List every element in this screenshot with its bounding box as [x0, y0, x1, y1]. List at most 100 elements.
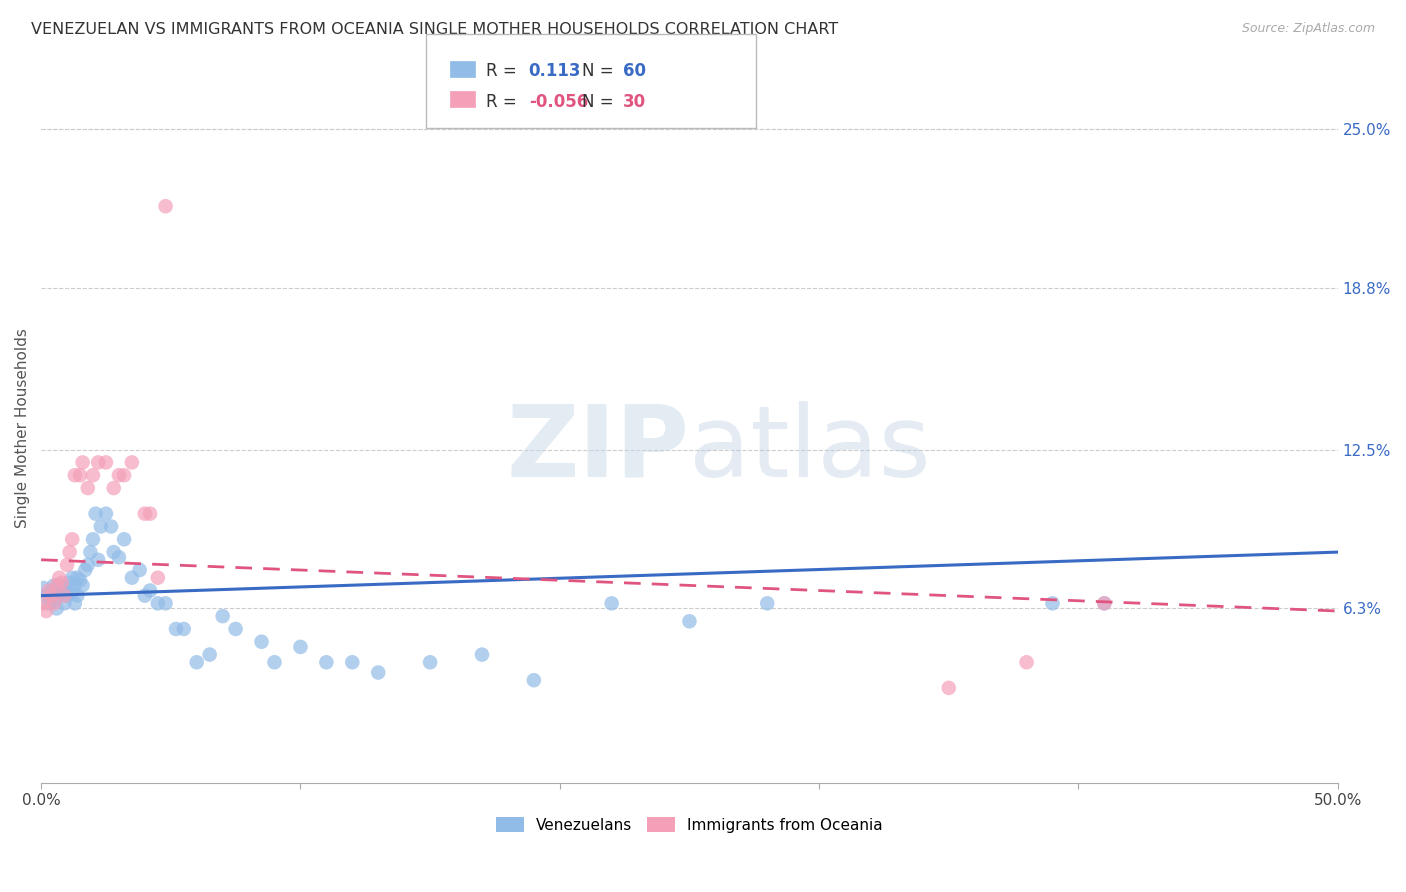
Text: Source: ZipAtlas.com: Source: ZipAtlas.com — [1241, 22, 1375, 36]
Point — [121, 571, 143, 585]
Text: 0.113: 0.113 — [529, 62, 581, 80]
Point — [82, 468, 104, 483]
Point — [315, 655, 337, 669]
Point — [56, 589, 79, 603]
Text: 60: 60 — [623, 62, 645, 80]
Point — [139, 507, 162, 521]
Point — [45, 601, 67, 615]
Point — [146, 571, 169, 585]
Point — [290, 640, 312, 654]
Point — [41, 586, 63, 600]
Point — [938, 681, 960, 695]
Point — [32, 596, 55, 610]
Point — [53, 596, 76, 610]
Point — [66, 571, 89, 585]
Point — [90, 519, 112, 533]
Point — [198, 648, 221, 662]
Point — [35, 604, 58, 618]
Point — [342, 655, 364, 669]
Point — [63, 596, 86, 610]
Point — [41, 589, 63, 603]
Point — [60, 571, 83, 585]
Point — [72, 455, 94, 469]
Point — [75, 563, 97, 577]
Point — [82, 533, 104, 547]
Point — [523, 673, 546, 688]
Point — [42, 596, 65, 610]
Point — [112, 468, 135, 483]
Point — [32, 581, 55, 595]
Point — [76, 481, 98, 495]
Point — [108, 550, 131, 565]
Point — [84, 507, 107, 521]
Text: N =: N = — [582, 93, 613, 111]
Point — [63, 578, 86, 592]
Point — [59, 575, 82, 590]
Point — [51, 583, 73, 598]
Point — [48, 571, 70, 585]
Point — [103, 545, 125, 559]
Point — [69, 468, 91, 483]
Point — [94, 507, 117, 521]
Point — [155, 596, 177, 610]
Text: 30: 30 — [623, 93, 645, 111]
Point — [211, 609, 233, 624]
Point — [121, 455, 143, 469]
Point — [1042, 596, 1064, 610]
Point — [35, 589, 58, 603]
Point — [60, 586, 83, 600]
Point — [600, 596, 623, 610]
Point — [155, 199, 177, 213]
Point — [94, 455, 117, 469]
Point — [66, 589, 89, 603]
Point — [173, 622, 195, 636]
Y-axis label: Single Mother Households: Single Mother Households — [15, 328, 30, 528]
Point — [76, 558, 98, 572]
Point — [419, 655, 441, 669]
Point — [134, 589, 156, 603]
Point — [250, 634, 273, 648]
Point — [56, 558, 79, 572]
Text: -0.056: -0.056 — [529, 93, 588, 111]
Point — [103, 481, 125, 495]
Point — [42, 578, 65, 592]
Point — [48, 578, 70, 592]
Point — [139, 583, 162, 598]
Point — [42, 594, 65, 608]
Point — [51, 575, 73, 590]
Point — [678, 614, 700, 628]
Point — [1015, 655, 1038, 669]
Point — [60, 533, 83, 547]
Text: R =: R = — [486, 93, 517, 111]
Point — [87, 553, 110, 567]
Point — [87, 455, 110, 469]
Point — [45, 578, 67, 592]
Text: ZIP: ZIP — [506, 401, 689, 498]
Point — [165, 622, 187, 636]
Text: N =: N = — [582, 62, 613, 80]
Point — [471, 648, 494, 662]
Text: R =: R = — [486, 62, 517, 80]
Point — [108, 468, 131, 483]
Point — [134, 507, 156, 521]
Point — [1092, 596, 1115, 610]
Point — [263, 655, 285, 669]
Point — [69, 574, 91, 588]
Point — [79, 545, 101, 559]
Point — [367, 665, 389, 680]
Point — [38, 583, 60, 598]
Text: atlas: atlas — [689, 401, 931, 498]
Point — [100, 519, 122, 533]
Point — [146, 596, 169, 610]
Point — [38, 596, 60, 610]
Point — [112, 533, 135, 547]
Point — [53, 589, 76, 603]
Point — [53, 581, 76, 595]
Point — [63, 468, 86, 483]
Point — [128, 563, 150, 577]
Legend: Venezuelans, Immigrants from Oceania: Venezuelans, Immigrants from Oceania — [491, 811, 889, 838]
Point — [48, 589, 70, 603]
Point — [225, 622, 247, 636]
Point — [59, 545, 82, 559]
Point — [72, 578, 94, 592]
